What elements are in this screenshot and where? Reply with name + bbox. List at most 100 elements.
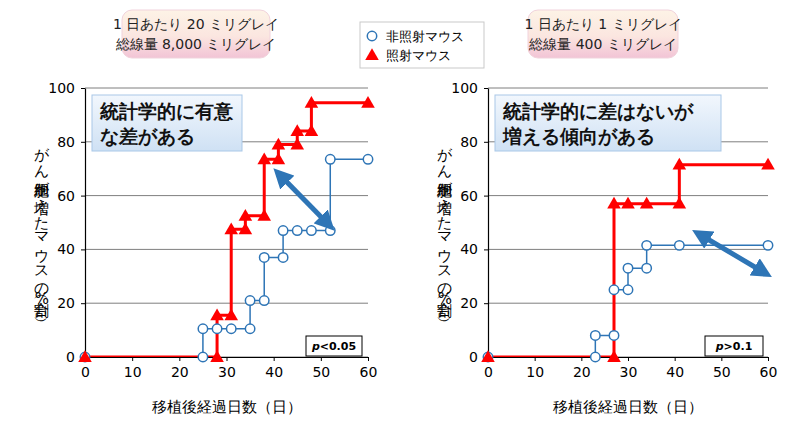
series-line (488, 165, 768, 357)
annotation: な差がある (100, 125, 195, 147)
annotation: 統計学的に差はないが (502, 100, 694, 122)
tick-label: 60 (460, 188, 478, 204)
tick-label: 50 (312, 364, 330, 380)
tick: 80 (57, 134, 85, 150)
data-point (278, 226, 287, 235)
axis-line (85, 89, 86, 358)
tick-label: 20 (573, 364, 591, 380)
data-point (224, 308, 238, 320)
annotation-box (92, 95, 242, 151)
data-point (623, 285, 632, 294)
data-point (591, 352, 600, 361)
grid-line (85, 303, 368, 304)
tick-mark (484, 303, 488, 304)
tick: 20 (573, 357, 591, 380)
tick: 50 (713, 357, 731, 380)
tick-mark (274, 357, 275, 361)
tick-mark (227, 357, 228, 361)
data-point (673, 158, 687, 170)
tick-mark (81, 303, 85, 304)
data-point (326, 155, 335, 164)
tick-label: 0 (484, 364, 493, 380)
tick-label: 80 (57, 134, 75, 150)
data-point (640, 197, 654, 209)
tick-mark (484, 196, 488, 197)
data-point (621, 197, 635, 209)
tick: 60 (57, 188, 85, 204)
data-point (363, 155, 372, 164)
data-point (198, 324, 207, 333)
series-line (488, 245, 768, 357)
arrow (699, 234, 765, 273)
y-axis-title: がん細胞が増えたマウスの割合（%） (436, 137, 454, 322)
arrow (279, 174, 329, 225)
data-point (272, 152, 286, 164)
tick-label: 60 (760, 364, 778, 380)
tick-mark (535, 357, 536, 361)
data-point (305, 124, 319, 136)
legend-label: 照射マウス (386, 48, 451, 63)
tick-mark (675, 357, 676, 361)
subtitle: 総線量 400 ミリグレイ (528, 36, 677, 52)
data-point (675, 241, 684, 250)
data-point (609, 285, 618, 294)
x-axis: 0 10 20 30 40 50 60 (484, 357, 777, 380)
tick: 10 (124, 357, 142, 380)
tick-mark (628, 357, 629, 361)
data-point (239, 222, 253, 234)
panel: 0102030405060020406080100移植後経過日数（日）がん細胞が… (33, 10, 377, 416)
legend-symbol (367, 31, 376, 40)
annotation-box (495, 95, 721, 151)
data-point (591, 331, 600, 340)
y-axis: 020406080100 (48, 80, 85, 365)
tick: 40 (57, 241, 85, 257)
tick-mark (179, 357, 180, 361)
tick: 60 (760, 357, 778, 380)
tick: 10 (526, 357, 544, 380)
chart-root: 0 10 20 30 40 50 60 0 20 40 60 80 100 移植後経過日数（日） がん細胞が… (0, 0, 800, 429)
grid (488, 88, 768, 357)
data-point (290, 124, 304, 136)
data-point (481, 350, 495, 362)
x-axis: 0102030405060 (81, 357, 377, 380)
tick-label: 80 (460, 134, 478, 150)
data-point (224, 222, 238, 234)
legend-box (360, 22, 484, 68)
data-point (260, 296, 269, 305)
data-point (642, 241, 651, 250)
grid-line (85, 88, 368, 89)
data-point (278, 253, 287, 262)
data-point (293, 226, 302, 235)
data-point (642, 264, 651, 273)
p-value: p<0.05 (311, 340, 356, 353)
tick-label: 20 (171, 364, 189, 380)
y-axis: 020406080100 (451, 80, 488, 365)
annotation: 増える傾向がある (502, 125, 655, 147)
grid (85, 88, 368, 357)
data-point (673, 197, 687, 209)
tick-label: 100 (451, 80, 478, 96)
tick-mark (484, 88, 488, 89)
tick-label: 0 (66, 349, 75, 365)
plot-markers (481, 158, 775, 362)
data-point (245, 296, 254, 305)
data-point (361, 96, 375, 108)
data-point (239, 209, 253, 221)
p-value-box (705, 336, 763, 356)
data-point (763, 241, 772, 250)
grid-line (85, 249, 368, 250)
data-point (210, 308, 224, 320)
tick: 100 (451, 80, 488, 96)
x-axis-title: 移植後経過日数（日） (553, 398, 703, 416)
data-point (761, 158, 775, 170)
panel: 0 10 20 30 40 50 600 20 40 60 80 100 移植後経過日数（日） がん細胞が… (436, 10, 777, 416)
annotation: 統計学的に有意 (99, 100, 234, 122)
axis-line (488, 89, 489, 358)
tick: 60 (460, 188, 488, 204)
tick-label: 40 (460, 241, 478, 257)
data-point (272, 138, 286, 150)
tick-label: 40 (666, 364, 684, 380)
p-value: p>0.1 (715, 340, 753, 353)
tick-label: 30 (620, 364, 638, 380)
tick-mark (721, 357, 722, 361)
